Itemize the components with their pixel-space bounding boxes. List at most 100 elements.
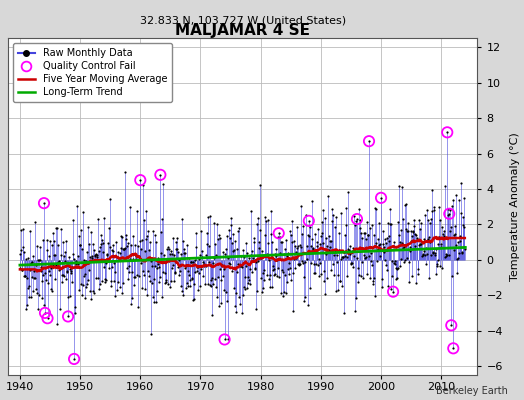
Point bbox=[304, 301, 312, 308]
Point bbox=[445, 210, 453, 217]
Point bbox=[436, 217, 444, 223]
Point bbox=[60, 248, 69, 255]
Point bbox=[86, 229, 95, 236]
Point bbox=[297, 244, 305, 250]
Point bbox=[417, 220, 425, 226]
Point bbox=[294, 262, 303, 268]
Point bbox=[319, 206, 328, 213]
Point bbox=[160, 252, 168, 258]
Point bbox=[435, 204, 443, 210]
Point bbox=[103, 252, 112, 258]
Point bbox=[421, 212, 429, 218]
Point bbox=[249, 258, 257, 264]
Point bbox=[141, 236, 150, 242]
Point bbox=[151, 262, 159, 269]
Point bbox=[456, 238, 464, 244]
Point bbox=[129, 256, 137, 262]
Point bbox=[212, 252, 220, 258]
Point bbox=[106, 278, 115, 284]
Point bbox=[48, 242, 56, 248]
Point bbox=[314, 226, 322, 232]
Point bbox=[408, 273, 416, 279]
Point bbox=[309, 246, 317, 252]
Point bbox=[189, 258, 197, 265]
Point bbox=[95, 286, 103, 292]
Point bbox=[310, 270, 319, 276]
Point bbox=[181, 250, 189, 256]
Point bbox=[26, 228, 34, 234]
Point bbox=[320, 278, 329, 285]
Point bbox=[459, 222, 467, 228]
Point bbox=[132, 256, 140, 263]
Point bbox=[112, 238, 120, 245]
Point bbox=[57, 252, 65, 258]
Point bbox=[259, 267, 268, 274]
Point bbox=[151, 232, 159, 239]
Point bbox=[211, 276, 219, 283]
Point bbox=[335, 247, 344, 253]
Point bbox=[24, 285, 32, 291]
Point bbox=[202, 230, 211, 236]
Point bbox=[407, 238, 416, 244]
Point bbox=[20, 272, 28, 279]
Point bbox=[137, 246, 146, 252]
Point bbox=[218, 262, 226, 268]
Point bbox=[379, 240, 387, 247]
Point bbox=[151, 298, 160, 305]
Point bbox=[141, 286, 149, 292]
Point bbox=[432, 261, 441, 267]
Point bbox=[372, 206, 380, 212]
Point bbox=[52, 261, 60, 268]
Point bbox=[321, 290, 329, 297]
Point bbox=[329, 261, 337, 267]
Point bbox=[322, 234, 330, 241]
Point bbox=[94, 216, 102, 222]
Point bbox=[199, 273, 207, 279]
Point bbox=[80, 272, 88, 279]
Point bbox=[282, 253, 291, 259]
Point bbox=[289, 308, 297, 314]
Point bbox=[205, 259, 213, 266]
Point bbox=[346, 251, 355, 257]
Point bbox=[169, 262, 177, 268]
Point bbox=[394, 219, 402, 225]
Point bbox=[431, 252, 439, 258]
Point bbox=[324, 246, 333, 253]
Point bbox=[286, 264, 294, 271]
Point bbox=[217, 276, 225, 283]
Point bbox=[241, 286, 249, 292]
Point bbox=[309, 244, 318, 251]
Point bbox=[39, 272, 47, 278]
Point bbox=[447, 322, 455, 328]
Point bbox=[456, 210, 465, 216]
Point bbox=[51, 252, 59, 259]
Point bbox=[293, 245, 301, 252]
Point bbox=[306, 224, 314, 230]
Point bbox=[179, 238, 188, 244]
Point bbox=[398, 184, 406, 190]
Point bbox=[19, 226, 27, 232]
Point bbox=[408, 233, 417, 240]
Point bbox=[129, 282, 138, 288]
Point bbox=[67, 270, 75, 276]
Point bbox=[115, 254, 123, 261]
Point bbox=[203, 241, 211, 248]
Point bbox=[25, 282, 33, 289]
Point bbox=[84, 277, 92, 284]
Point bbox=[184, 283, 193, 290]
Point bbox=[233, 268, 241, 275]
Point bbox=[180, 246, 188, 252]
Point bbox=[449, 197, 457, 203]
Point bbox=[161, 279, 169, 286]
Point bbox=[291, 242, 299, 249]
Point bbox=[289, 269, 298, 276]
Point bbox=[83, 280, 91, 287]
Point bbox=[365, 274, 374, 281]
Point bbox=[140, 248, 149, 254]
Point bbox=[311, 270, 320, 276]
Point bbox=[411, 280, 420, 286]
Point bbox=[349, 264, 357, 270]
Point bbox=[401, 201, 410, 207]
Point bbox=[121, 244, 129, 251]
Point bbox=[87, 296, 95, 302]
